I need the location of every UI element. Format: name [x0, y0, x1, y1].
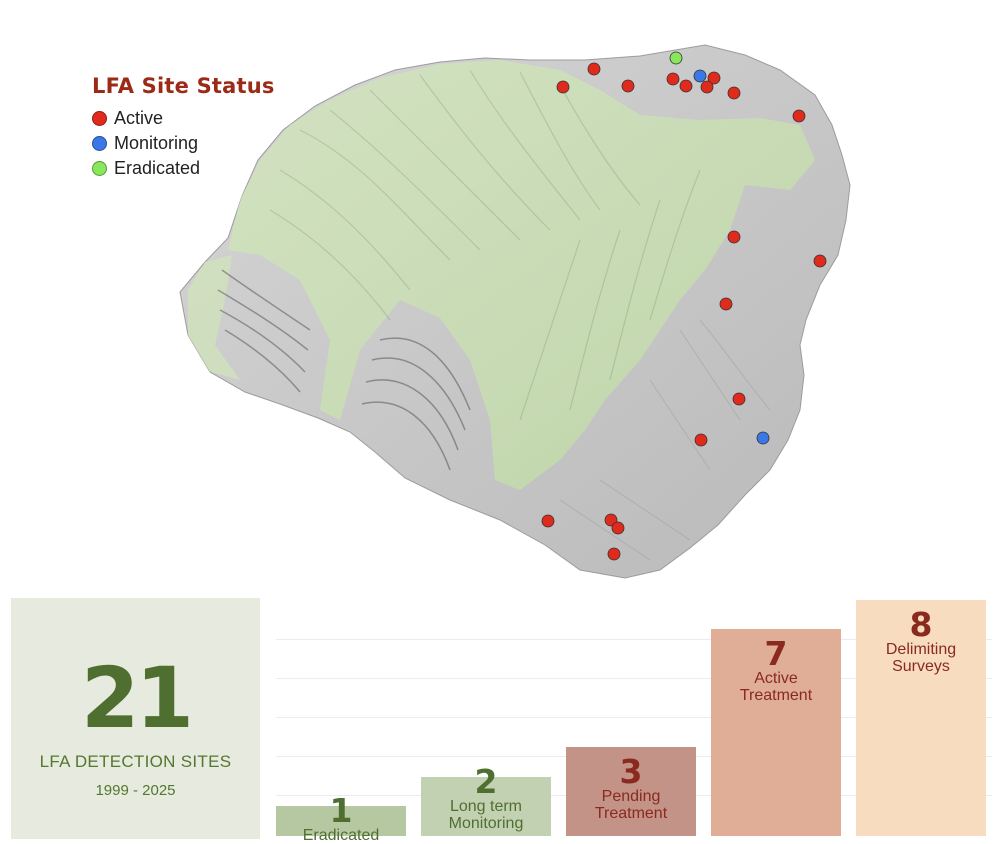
- detection-sites-summary: 21 LFA DETECTION SITES 1999 - 2025: [11, 598, 260, 839]
- bar-category-label: Eradicated: [302, 827, 380, 844]
- site-marker-active: [694, 433, 708, 447]
- bar-value-label: 8: [909, 605, 933, 644]
- site-marker-active: [727, 230, 741, 244]
- site-marker-active: [587, 62, 601, 76]
- bar-eradicated: 1 Eradicated: [276, 794, 406, 844]
- legend-item-eradicated: Eradicated: [92, 156, 275, 181]
- site-marker-active: [607, 547, 621, 561]
- bar-value-label: 7: [764, 634, 788, 673]
- site-marker-active: [732, 392, 746, 406]
- bar-active-treatment: 7 Active Treatment: [711, 629, 841, 836]
- bar-category-label: Long term Monitoring: [448, 798, 524, 832]
- monitoring-dot-icon: [92, 136, 107, 151]
- site-marker-active: [792, 109, 806, 123]
- legend-label: Monitoring: [114, 133, 199, 153]
- site-marker-active: [541, 514, 555, 528]
- site-marker-active: [621, 79, 635, 93]
- bar-category-label: Pending Treatment: [594, 788, 668, 822]
- bar-value-label: 3: [619, 752, 643, 791]
- site-marker-active: [611, 521, 625, 535]
- site-markers: [541, 51, 827, 561]
- site-marker-active: [604, 513, 618, 527]
- year-range: 1999 - 2025: [95, 782, 176, 799]
- legend-item-monitoring: Monitoring: [92, 131, 275, 156]
- forest-region: [228, 60, 815, 490]
- grid-line: [276, 717, 992, 718]
- site-marker-monitoring: [693, 69, 707, 83]
- site-marker-eradicated: [669, 51, 683, 65]
- site-marker-monitoring: [756, 431, 770, 445]
- active-dot-icon: [92, 111, 107, 126]
- bar-category-label: Delimiting Surveys: [885, 641, 957, 675]
- western-ridges: [217, 269, 471, 471]
- site-marker-active: [707, 71, 721, 85]
- legend: LFA Site Status Active Monitoring Eradic…: [92, 74, 275, 181]
- site-marker-active: [556, 80, 570, 94]
- total-sites-count: 21: [81, 649, 194, 747]
- legend-item-active: Active: [92, 106, 275, 131]
- bar-delimiting-surveys: 8 Delimiting Surveys: [856, 600, 986, 836]
- grid-line: [276, 678, 992, 679]
- legend-label: Eradicated: [114, 158, 201, 178]
- eastern-relief: [559, 319, 771, 561]
- site-marker-active: [813, 254, 827, 268]
- site-marker-active: [727, 86, 741, 100]
- bar-long-term-monitoring: 2 Long term Monitoring: [421, 765, 551, 836]
- island-relief-map: [179, 44, 851, 579]
- ridge-shading: [269, 69, 701, 421]
- island-map: LFA Site Status Active Monitoring Eradic…: [92, 44, 851, 579]
- site-marker-active: [666, 72, 680, 86]
- site-marker-active: [679, 79, 693, 93]
- eradicated-dot-icon: [92, 161, 107, 176]
- bar-value-label: 2: [474, 762, 498, 801]
- bar-value-label: 1: [329, 791, 353, 830]
- legend-label: Active: [114, 108, 164, 128]
- site-status-bar-chart: 1 Eradicated 2 Long term Monitoring 3 Pending…: [276, 600, 992, 844]
- site-marker-active: [700, 80, 714, 94]
- bar-pending-treatment: 3 Pending Treatment: [566, 747, 696, 836]
- grid-line: [276, 639, 992, 640]
- site-marker-active: [719, 297, 733, 311]
- total-sites-label: LFA DETECTION SITES: [39, 752, 232, 771]
- legend-title: LFA Site Status: [92, 74, 275, 98]
- bar-category-label: Active Treatment: [739, 670, 813, 704]
- western-coastal-strip: [188, 255, 240, 380]
